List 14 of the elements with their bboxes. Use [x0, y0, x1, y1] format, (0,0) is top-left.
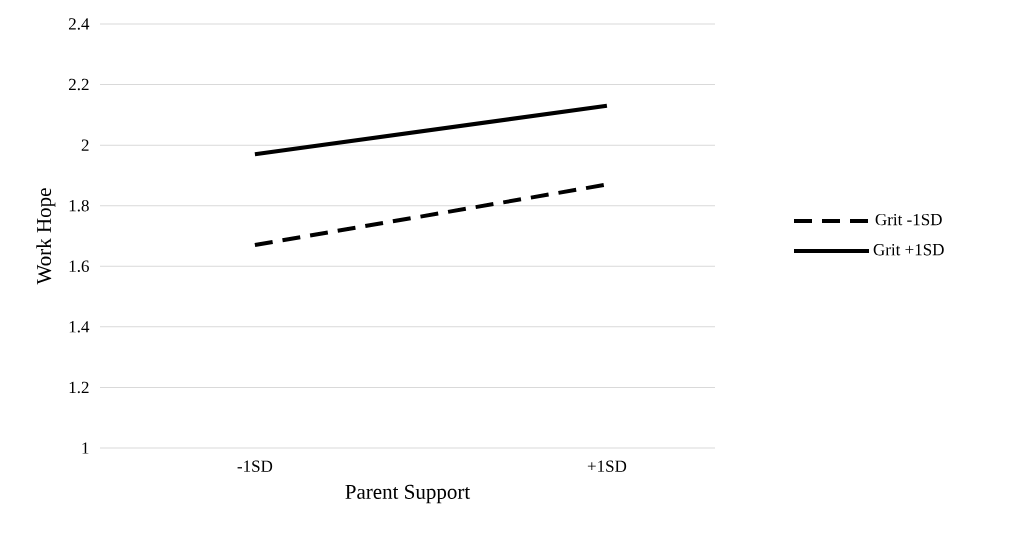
y-tick-label: 1.2: [69, 381, 89, 394]
legend-label: Grit -1SD: [875, 213, 942, 226]
y-tick-label: 2: [81, 139, 89, 151]
y-tick-label: 1: [82, 442, 89, 454]
y-tick-label: 1.6: [69, 260, 89, 273]
y-tick-label: 2.4: [68, 18, 90, 30]
legend-label: Grit +1SD: [873, 244, 944, 256]
y-tick-label: 1.8: [69, 199, 89, 212]
x-tick-label: +1SD: [587, 460, 627, 472]
y-tick-label: 2.2: [68, 78, 89, 91]
x-tick-label: -1SD: [237, 460, 273, 472]
x-axis-title: Parent Support: [345, 484, 471, 504]
y-tick-label: 1.4: [69, 321, 90, 333]
y-axis-title: Work Hope: [36, 188, 56, 285]
